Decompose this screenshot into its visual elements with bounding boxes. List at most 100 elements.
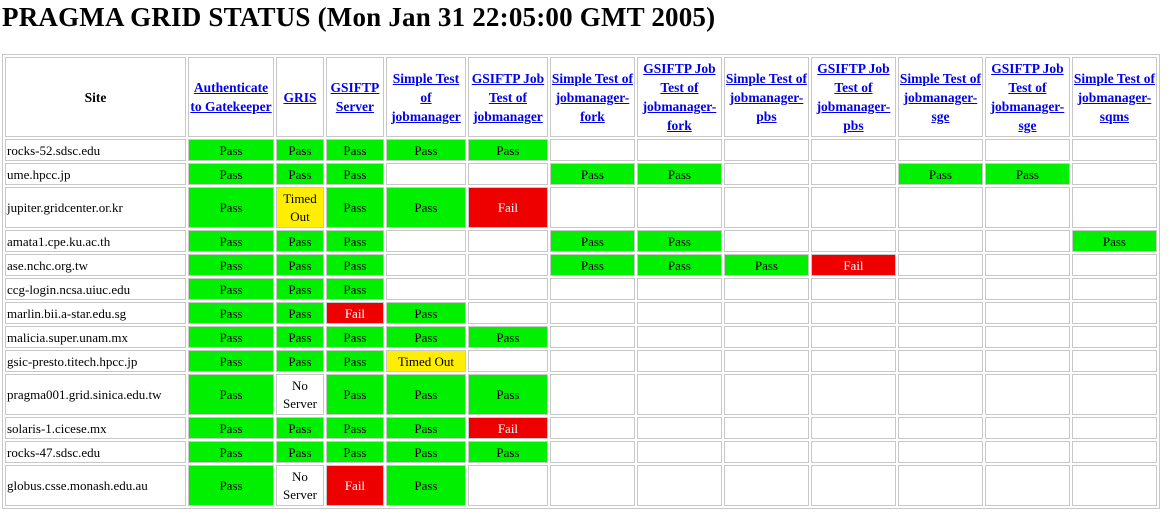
status-cell <box>723 350 809 372</box>
status-cell: Pass <box>549 230 635 252</box>
link-simple-test-jobmanager-pbs[interactable]: Simple Test of jobmanager-pbs <box>725 70 807 124</box>
status-cell <box>467 302 548 324</box>
link-authenticate-to-gatekeeper[interactable]: Authenticate to Gatekeeper <box>190 80 272 114</box>
status-cell <box>810 465 896 506</box>
table-row: jupiter.gridcenter.or.kr Pass Timed Out Pas… <box>5 187 1157 228</box>
status-cell <box>984 254 1070 276</box>
status-cell: Pass <box>276 302 324 324</box>
status-cell: Pass <box>188 350 274 372</box>
link-gsiftp-job-test-jobmanager-pbs[interactable]: GSIFTP Job Test of jobmanager-pbs <box>816 61 891 133</box>
status-cell <box>810 417 896 439</box>
status-cell <box>636 187 722 228</box>
link-gsiftp-job-test-jobmanager-sge[interactable]: GSIFTP Job Test of jobmanager-sge <box>990 61 1065 133</box>
status-cell: Pass <box>549 254 635 276</box>
status-cell <box>897 374 983 415</box>
status-cell: Pass <box>385 326 466 348</box>
status-cell: Pass <box>385 302 466 324</box>
status-cell <box>723 374 809 415</box>
status-cell <box>1071 417 1157 439</box>
status-cell <box>467 254 548 276</box>
status-cell: Fail <box>467 187 548 228</box>
link-simple-test-jobmanager-sge[interactable]: Simple Test of jobmanager-sge <box>899 70 981 124</box>
site-cell: ume.hpcc.jp <box>5 163 186 185</box>
link-simple-test-jobmanager[interactable]: Simple Test of jobmanager <box>391 70 461 124</box>
link-gsiftp-job-test-jobmanager[interactable]: GSIFTP Job Test of jobmanager <box>471 70 545 124</box>
status-cell: Pass <box>188 254 274 276</box>
status-cell: Pass <box>188 417 274 439</box>
site-cell: rocks-52.sdsc.edu <box>5 139 186 161</box>
column-header-gris: GRIS <box>276 57 324 137</box>
status-cell: Pass <box>467 139 548 161</box>
status-cell <box>984 187 1070 228</box>
status-cell: Pass <box>188 374 274 415</box>
column-header-simple-pbs: Simple Test of jobmanager-pbs <box>723 57 809 137</box>
status-cell: Pass <box>325 254 384 276</box>
status-cell <box>549 139 635 161</box>
table-row: ccg-login.ncsa.uiuc.edu Pass Pass Pass <box>5 278 1157 300</box>
column-header-gsiftp-pbs: GSIFTP Job Test of jobmanager-pbs <box>810 57 896 137</box>
column-header-simple-sqms: Simple Test of jobmanager-sqms <box>1071 57 1157 137</box>
status-cell: Pass <box>325 350 384 372</box>
header-row: Site Authenticate to Gatekeeper GRIS GSI… <box>5 57 1157 137</box>
status-cell: Pass <box>276 254 324 276</box>
status-cell <box>723 187 809 228</box>
site-cell: solaris-1.cicese.mx <box>5 417 186 439</box>
status-cell <box>810 350 896 372</box>
status-cell: Pass <box>325 163 384 185</box>
status-cell <box>984 230 1070 252</box>
status-cell <box>636 465 722 506</box>
status-cell <box>636 278 722 300</box>
status-cell <box>467 350 548 372</box>
status-cell: Pass <box>276 230 324 252</box>
link-simple-test-jobmanager-sqms[interactable]: Simple Test of jobmanager-sqms <box>1073 70 1155 124</box>
site-cell: ase.nchc.org.tw <box>5 254 186 276</box>
status-cell: Pass <box>467 326 548 348</box>
table-row: gsic-presto.titech.hpcc.jp Pass Pass Pass Ti… <box>5 350 1157 372</box>
status-cell <box>897 139 983 161</box>
link-gris[interactable]: GRIS <box>283 89 317 105</box>
status-cell <box>897 417 983 439</box>
column-header-simple-sge: Simple Test of jobmanager-sge <box>897 57 983 137</box>
status-cell <box>984 465 1070 506</box>
status-cell: Pass <box>276 417 324 439</box>
status-cell <box>1071 254 1157 276</box>
status-cell: Pass <box>188 326 274 348</box>
status-cell: Pass <box>385 374 466 415</box>
table-row: globus.csse.monash.edu.au Pass No Server Fa… <box>5 465 1157 506</box>
status-cell <box>723 465 809 506</box>
status-cell: Timed Out <box>276 187 324 228</box>
status-cell <box>549 326 635 348</box>
status-cell <box>467 163 548 185</box>
status-cell: Fail <box>325 302 384 324</box>
status-cell: Pass <box>385 187 466 228</box>
status-cell <box>385 254 466 276</box>
status-cell: Pass <box>325 278 384 300</box>
status-cell: Pass <box>188 163 274 185</box>
status-cell <box>810 163 896 185</box>
link-simple-test-jobmanager-fork[interactable]: Simple Test of jobmanager-fork <box>551 70 633 124</box>
status-cell: Pass <box>325 230 384 252</box>
status-cell <box>984 441 1070 463</box>
status-cell <box>636 326 722 348</box>
status-cell <box>636 302 722 324</box>
column-header-gsiftp-server: GSIFTP Server <box>325 57 384 137</box>
site-cell: gsic-presto.titech.hpcc.jp <box>5 350 186 372</box>
status-cell: Pass <box>276 326 324 348</box>
status-cell <box>723 163 809 185</box>
table-row: rocks-52.sdsc.edu Pass Pass Pass Pass Pass <box>5 139 1157 161</box>
status-cell: Pass <box>325 187 384 228</box>
status-cell: Pass <box>325 139 384 161</box>
status-cell <box>385 163 466 185</box>
status-cell <box>1071 465 1157 506</box>
status-cell <box>467 230 548 252</box>
status-cell <box>1071 350 1157 372</box>
status-cell: Timed Out <box>385 350 466 372</box>
link-gsiftp-job-test-jobmanager-fork[interactable]: GSIFTP Job Test of jobmanager-fork <box>642 61 717 133</box>
status-cell: Pass <box>325 417 384 439</box>
status-cell <box>810 187 896 228</box>
status-cell <box>897 230 983 252</box>
status-cell <box>1071 302 1157 324</box>
status-cell <box>897 187 983 228</box>
link-gsiftp-server[interactable]: GSIFTP Server <box>330 80 380 114</box>
status-cell: Pass <box>188 441 274 463</box>
